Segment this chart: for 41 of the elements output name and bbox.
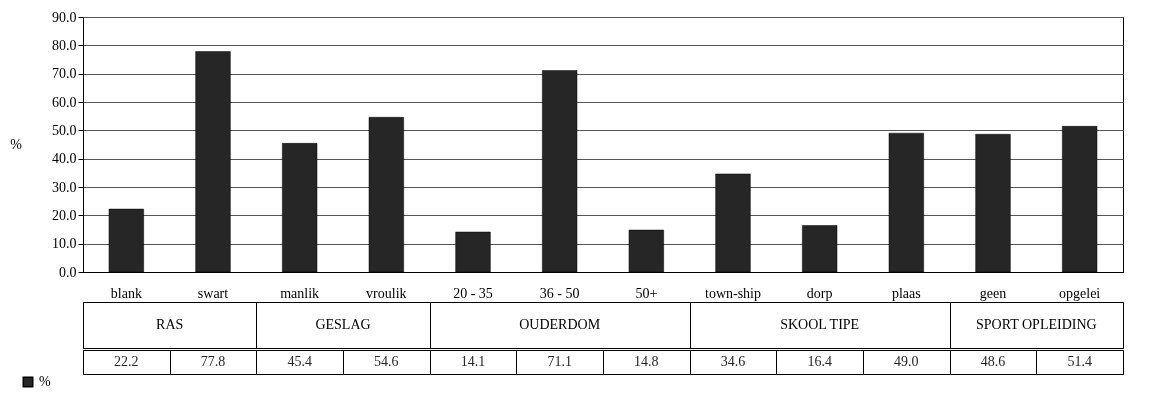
data-label: 48.6: [980, 354, 1006, 369]
data-label: 22.2: [114, 354, 139, 369]
data-label: 49.0: [894, 354, 919, 369]
data-label: 34.6: [720, 354, 746, 369]
y-tick-label: 80.0: [52, 37, 77, 53]
y-tick-label: 20.0: [52, 207, 77, 223]
x-tick-label: dorp: [806, 285, 833, 301]
x-tick-label: 20 - 35: [453, 285, 493, 301]
y-axis-title: %: [10, 137, 23, 152]
x-tick-label: blank: [110, 285, 142, 301]
text: SKOOL TIPE: [780, 317, 860, 332]
data-label: 51.4: [1067, 354, 1092, 369]
legend-label: %: [39, 374, 51, 389]
x-tick-label: vroulik: [366, 285, 407, 301]
data-label: 14.8: [634, 354, 659, 369]
x-tick-label: opgelei: [1059, 285, 1101, 301]
y-tick-label: 90.0: [52, 9, 77, 25]
text: GESLAG: [315, 317, 371, 332]
data-label: 71.1: [547, 354, 572, 369]
x-tick-label: manlik: [280, 285, 320, 301]
text: RAS: [156, 317, 184, 332]
text: SPORT OPLEIDING: [976, 317, 1097, 332]
y-tick-label: 60.0: [52, 94, 77, 110]
x-tick-label: swart: [197, 285, 229, 301]
y-tick-label: 10.0: [52, 236, 77, 252]
x-tick-label: geen: [979, 285, 1007, 301]
data-label: 14.1: [460, 354, 486, 369]
x-tick-label: 36 - 50: [539, 285, 580, 301]
data-label: 54.6: [374, 354, 399, 369]
y-tick-label: 30.0: [52, 179, 77, 195]
data-label: 16.4: [807, 354, 832, 369]
data-label: 77.8: [200, 354, 226, 369]
y-tick-label: 50.0: [52, 122, 77, 138]
y-tick-label: 70.0: [52, 66, 77, 82]
x-tick-label: 50+: [635, 285, 658, 301]
y-tick-label: 40.0: [52, 151, 77, 167]
x-tick-label: town-ship: [705, 285, 761, 301]
data-label: 45.4: [287, 354, 312, 369]
text: OUDERDOM: [519, 317, 601, 332]
x-tick-label: plaas: [891, 285, 921, 301]
y-tick-label: 0.0: [59, 264, 77, 280]
